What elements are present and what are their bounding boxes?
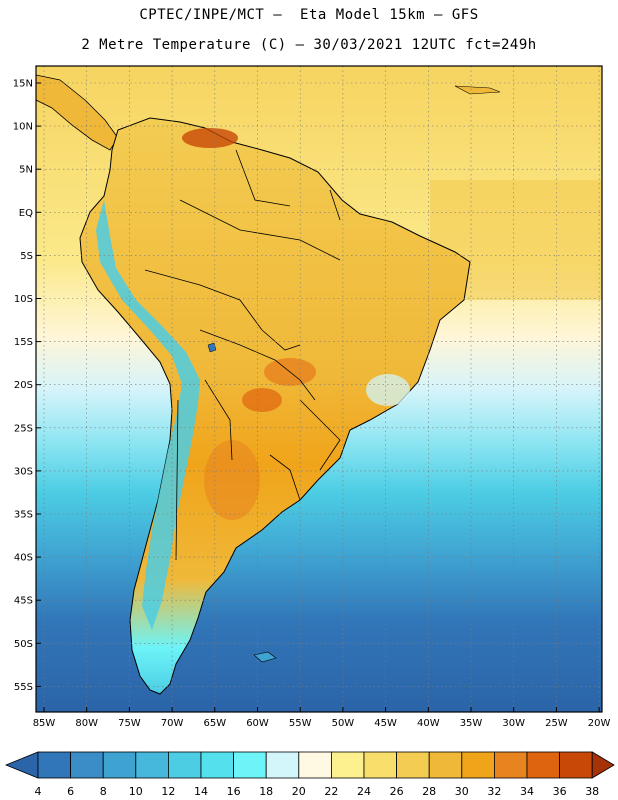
lat-label: 10N [13, 122, 33, 133]
lon-label: 80W [75, 718, 98, 729]
colorbar-label: 36 [553, 785, 567, 798]
lon-label: 75W [118, 718, 141, 729]
lon-label: 25W [545, 718, 568, 729]
caribbean-islands [454, 85, 501, 95]
colorbar-label: 38 [585, 785, 599, 798]
colorbar-bin [493, 751, 528, 779]
map-frame [35, 65, 603, 713]
lat-label: 35S [14, 510, 33, 521]
hot-spot-venezuela [182, 128, 238, 148]
axis-ticks [36, 82, 600, 712]
lon-label: 40W [417, 718, 440, 729]
lon-label: 85W [33, 718, 56, 729]
colorbar-bin [102, 751, 137, 779]
lat-label: 45S [14, 596, 33, 607]
lat-label: 15S [14, 337, 33, 348]
longitude-labels: 85W 80W 75W 70W 65W 60W 55W 50W 45W 40W 35W 30W 25W 2… [33, 718, 611, 729]
lon-label: 60W [246, 718, 269, 729]
colorbar-bin [363, 751, 397, 779]
colorbar-bin [526, 751, 560, 779]
hot-spot-chaco [242, 388, 282, 412]
colorbar-arrow-left [4, 751, 39, 779]
colorbar-label: 34 [520, 785, 534, 798]
lat-label: 55S [14, 682, 33, 693]
warm-area-argentina [204, 440, 260, 520]
colorbar-label: 30 [455, 785, 469, 798]
colorbar-bin [265, 751, 300, 779]
colorbar-label: 10 [129, 785, 143, 798]
lon-label: 35W [460, 718, 483, 729]
lat-label: EQ [19, 208, 33, 219]
colorbar-bin [298, 751, 332, 779]
lon-label: 30W [502, 718, 525, 729]
lon-label: 20W [588, 718, 611, 729]
colorbar-label: 18 [259, 785, 273, 798]
colorbar-label: 12 [161, 785, 175, 798]
lon-label: 55W [289, 718, 312, 729]
colorbar-label: 32 [487, 785, 501, 798]
colorbar-label: 6 [67, 785, 74, 798]
colorbar-bin [396, 751, 430, 779]
lon-label: 70W [161, 718, 184, 729]
lat-label: 5S [20, 251, 33, 262]
lat-label: 30S [14, 466, 33, 477]
lat-label: 50S [14, 639, 33, 650]
cool-area-southeast-brazil [366, 374, 410, 406]
colorbar-bin [461, 751, 495, 779]
colorbar-labels: 4 6 8 10 12 14 16 18 20 22 24 26 28 30 32 34 36 38 [35, 785, 600, 798]
lat-label: 10S [14, 294, 33, 305]
colorbar-label: 14 [194, 785, 208, 798]
country-borders [144, 149, 341, 561]
lat-label: 40S [14, 553, 33, 564]
lake-titicaca [207, 342, 217, 353]
colorbar-label: 26 [390, 785, 404, 798]
colorbar-bin [428, 751, 463, 779]
map-area [36, 66, 602, 712]
andes-cold-strip [96, 200, 200, 630]
colorbar-bin [330, 751, 365, 779]
colorbar-bin [70, 751, 104, 779]
lon-label: 65W [203, 718, 226, 729]
colorbar-label: 8 [100, 785, 107, 798]
lat-label: 20S [14, 380, 33, 391]
central-america-landmass [36, 74, 119, 151]
colorbar-label: 16 [227, 785, 241, 798]
colorbar-label: 28 [422, 785, 436, 798]
latitude-labels: 15N 10N 5N EQ 5S 10S 15S 20S 25S 30S 35S 40S 45S 50S 5… [13, 79, 33, 693]
colorbar [4, 751, 615, 779]
colorbar-label: 22 [324, 785, 338, 798]
colorbar-bin [167, 751, 202, 779]
colorbar-bin [200, 751, 234, 779]
map-subtitle: 2 Metre Temperature (C) – 30/03/2021 12U… [81, 37, 537, 53]
colorbar-bin [559, 751, 593, 779]
colorbar-label: 24 [357, 785, 371, 798]
lon-label: 45W [374, 718, 397, 729]
colorbar-bin [37, 751, 71, 779]
colorbar-arrow-right [591, 751, 615, 779]
colorbar-bin [233, 751, 267, 779]
map-title: CPTEC/INPE/MCT – Eta Model 15km – GFS [139, 7, 479, 23]
colorbar-bin [135, 751, 169, 779]
lon-label: 50W [332, 718, 355, 729]
colorbar-label: 20 [292, 785, 306, 798]
falkland-islands [253, 651, 277, 663]
lat-label: 15N [13, 79, 33, 90]
lat-label: 25S [14, 423, 33, 434]
colorbar-label: 4 [35, 785, 42, 798]
lat-label: 5N [19, 165, 33, 176]
